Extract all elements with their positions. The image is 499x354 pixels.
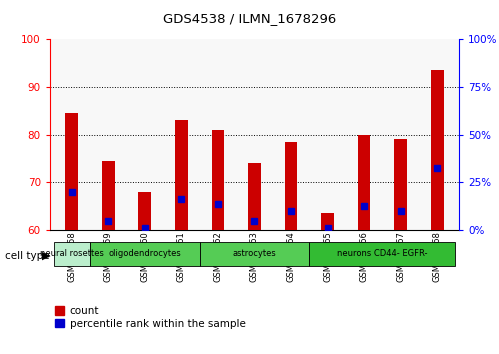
Text: oligodendrocytes: oligodendrocytes: [108, 250, 181, 258]
Bar: [139, 192, 151, 230]
Bar: [321, 213, 334, 230]
Bar: [90, 242, 200, 266]
Bar: [200, 242, 309, 266]
Legend: count, percentile rank within the sample: count, percentile rank within the sample: [55, 306, 246, 329]
Bar: [248, 163, 261, 230]
Text: GDS4538 / ILMN_1678296: GDS4538 / ILMN_1678296: [163, 12, 336, 25]
Text: neurons CD44- EGFR-: neurons CD44- EGFR-: [337, 250, 428, 258]
Bar: [102, 161, 115, 230]
Bar: [53, 242, 90, 266]
Bar: [175, 120, 188, 230]
Bar: [65, 113, 78, 230]
Bar: [309, 242, 456, 266]
Bar: [212, 130, 225, 230]
Bar: [431, 70, 444, 230]
Text: ▶: ▶: [41, 251, 50, 261]
Bar: [284, 142, 297, 230]
Bar: [394, 139, 407, 230]
Text: neural rosettes: neural rosettes: [40, 250, 104, 258]
Text: cell type: cell type: [5, 251, 49, 261]
Text: astrocytes: astrocytes: [233, 250, 276, 258]
Bar: [358, 135, 370, 230]
